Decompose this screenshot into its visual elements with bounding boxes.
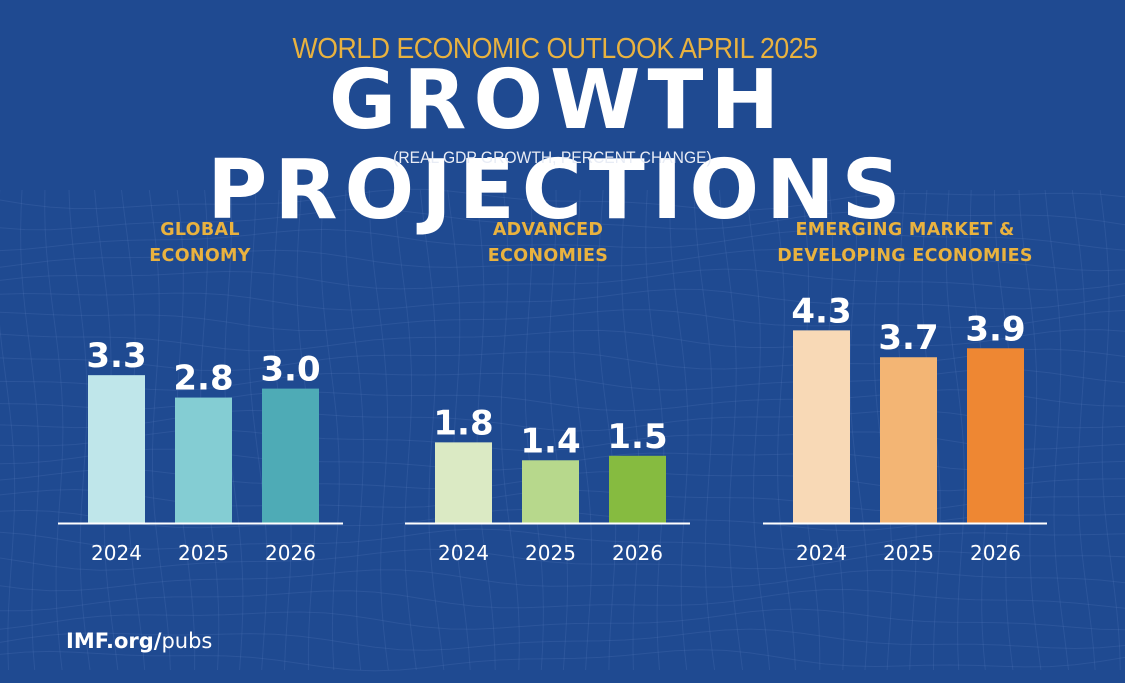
bar-2025 bbox=[880, 357, 937, 523]
report-kicker: WORLD ECONOMIC OUTLOOK APRIL 2025 bbox=[292, 33, 818, 65]
panel-title-line: ADVANCED bbox=[492, 220, 604, 240]
panel-title-line: ECONOMIES bbox=[487, 246, 609, 266]
category-label: 2025 bbox=[883, 541, 934, 565]
panel-title-line: GLOBAL bbox=[160, 220, 240, 240]
category-label: 2026 bbox=[970, 541, 1021, 565]
category-label: 2025 bbox=[178, 541, 229, 565]
value-label: 2.8 bbox=[173, 359, 233, 399]
value-label: 3.9 bbox=[965, 309, 1025, 349]
chart-panel-0: 3.3 2024 2.8 2025 3.0 2026 bbox=[58, 336, 343, 565]
bar-2024 bbox=[435, 442, 492, 523]
category-label: 2026 bbox=[612, 541, 663, 565]
bar-2026 bbox=[967, 348, 1024, 523]
value-label: 3.0 bbox=[260, 350, 320, 390]
footer-link[interactable]: IMF.org/pubs bbox=[66, 629, 212, 653]
value-label: 3.7 bbox=[878, 318, 938, 358]
bar-2025 bbox=[175, 397, 232, 523]
value-label: 4.3 bbox=[791, 291, 851, 331]
page-subtitle: (REAL GDP GROWTH, PERCENT CHANGE) bbox=[393, 148, 712, 167]
bar-2026 bbox=[262, 388, 319, 523]
panel-title-line: EMERGING MARKET & bbox=[795, 220, 1015, 240]
value-label: 1.8 bbox=[433, 403, 493, 443]
panel-title-emde: EMERGING MARKET & DEVELOPING ECONOMIES bbox=[735, 217, 1075, 269]
chart-panel-2: 4.3 2024 3.7 2025 3.9 2026 bbox=[763, 291, 1047, 565]
category-label: 2026 bbox=[265, 541, 316, 565]
category-label: 2025 bbox=[525, 541, 576, 565]
value-label: 1.4 bbox=[520, 421, 580, 461]
page-title: GROWTH PROJECTIONS bbox=[207, 53, 908, 238]
category-label: 2024 bbox=[796, 541, 847, 565]
bar-2025 bbox=[522, 460, 579, 523]
panel-title-advanced: ADVANCED ECONOMIES bbox=[378, 217, 718, 269]
panel-title-line: ECONOMY bbox=[149, 246, 251, 266]
footer-link-path: pubs bbox=[161, 629, 213, 653]
value-label: 3.3 bbox=[86, 336, 146, 376]
panel-title-global: GLOBAL ECONOMY bbox=[30, 217, 370, 269]
bar-2024 bbox=[88, 375, 145, 523]
chart-panel-1: 1.8 2024 1.4 2025 1.5 2026 bbox=[405, 403, 690, 565]
value-label: 1.5 bbox=[607, 417, 667, 457]
footer-link-domain: IMF.org/ bbox=[66, 629, 162, 653]
bar-2024 bbox=[793, 330, 850, 523]
category-label: 2024 bbox=[91, 541, 142, 565]
bar-2026 bbox=[609, 455, 666, 523]
panel-title-line: DEVELOPING ECONOMIES bbox=[777, 246, 1033, 266]
category-label: 2024 bbox=[438, 541, 489, 565]
